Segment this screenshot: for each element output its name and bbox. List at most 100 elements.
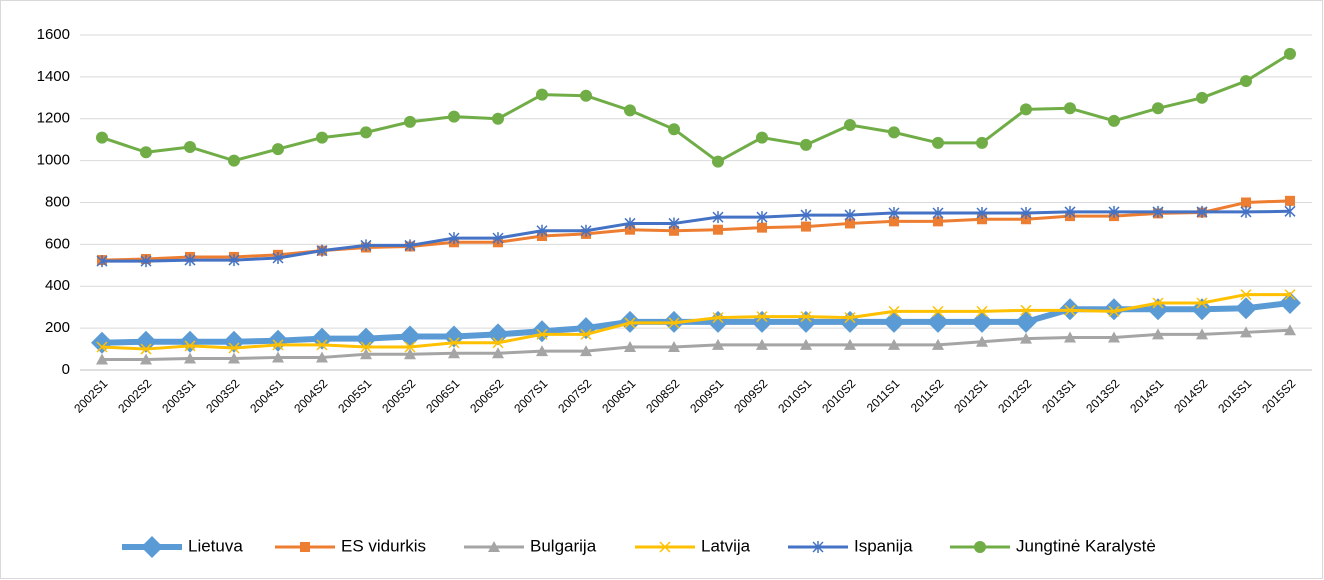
marker (488, 541, 500, 552)
marker (140, 353, 152, 365)
marker (971, 310, 993, 333)
marker (932, 305, 944, 317)
marker (536, 328, 548, 340)
legend-label: Lietuva (188, 536, 243, 555)
marker (1240, 75, 1252, 88)
marker-shape (888, 305, 900, 317)
marker-shape (933, 216, 943, 227)
marker-shape (976, 305, 988, 317)
marker (889, 216, 899, 227)
series-line (101, 52, 1291, 164)
marker (228, 342, 240, 354)
marker (492, 347, 504, 359)
marker-shape (1284, 324, 1296, 336)
marker-shape (1020, 206, 1032, 219)
marker (1108, 331, 1120, 343)
marker (1284, 289, 1296, 301)
marker-shape (448, 232, 460, 245)
marker (800, 338, 812, 350)
y-tick-label: 400 (45, 277, 70, 294)
marker-shape (932, 338, 944, 350)
marker (1196, 205, 1208, 218)
marker (580, 328, 592, 340)
marker-shape (1240, 75, 1252, 88)
marker (1108, 205, 1120, 218)
marker-shape (580, 89, 592, 102)
marker-shape (974, 541, 986, 553)
marker-shape (1152, 102, 1164, 115)
marker (300, 542, 310, 552)
marker (580, 345, 592, 357)
marker (448, 232, 460, 245)
marker-shape (977, 214, 987, 225)
marker (1020, 332, 1032, 344)
marker (888, 126, 900, 139)
marker (1020, 103, 1032, 116)
marker-shape (272, 351, 284, 363)
marker-shape (1240, 326, 1252, 338)
marker (1240, 289, 1252, 301)
marker-shape (492, 232, 504, 245)
series-line (102, 328, 1291, 362)
marker (1064, 102, 1076, 115)
marker-shape (316, 351, 328, 363)
marker-shape (487, 323, 509, 346)
marker-shape (888, 206, 900, 219)
marker-shape (1108, 114, 1120, 127)
marker (1108, 114, 1120, 127)
marker-shape (1241, 197, 1251, 208)
marker (624, 340, 636, 352)
marker-shape (448, 110, 460, 123)
marker-shape (668, 217, 680, 230)
legend-label: Ispanija (854, 536, 913, 555)
marker-shape (800, 209, 812, 222)
marker (756, 311, 768, 323)
marker (184, 352, 196, 364)
marker (712, 338, 724, 350)
marker-shape (1108, 305, 1120, 317)
marker-shape (360, 341, 372, 353)
marker-shape (801, 221, 811, 232)
y-tick-label: 1000 (37, 152, 70, 169)
marker-shape (140, 146, 152, 159)
marker-shape (492, 347, 504, 359)
marker (976, 335, 988, 347)
marker (272, 351, 284, 363)
marker-shape (844, 312, 856, 324)
marker-shape (492, 112, 504, 125)
marker-shape (713, 224, 723, 235)
marker-shape (1108, 331, 1120, 343)
marker (712, 312, 724, 324)
marker (888, 305, 900, 317)
marker (974, 541, 986, 553)
marker-shape (448, 337, 460, 349)
marker (1284, 47, 1296, 60)
marker-shape (404, 341, 416, 353)
marker (404, 341, 416, 353)
legend-item: Ispanija (788, 536, 913, 555)
marker (492, 232, 504, 245)
marker-shape (1108, 205, 1120, 218)
marker (536, 224, 548, 237)
marker-shape (184, 254, 196, 267)
marker (580, 89, 592, 102)
marker-shape (360, 126, 372, 139)
marker-shape (624, 104, 636, 117)
marker-shape (272, 251, 284, 264)
marker-shape (96, 131, 108, 144)
marker-shape (96, 353, 108, 365)
marker (927, 310, 949, 333)
legend-item: ES vidurkis (275, 536, 426, 555)
marker-shape (272, 143, 284, 156)
marker (580, 224, 592, 237)
marker (1064, 304, 1076, 316)
marker-shape (1284, 289, 1296, 301)
marker (669, 225, 679, 236)
marker (624, 104, 636, 117)
marker-shape (976, 136, 988, 149)
marker (713, 224, 723, 235)
marker (228, 352, 240, 364)
marker-shape (624, 217, 636, 230)
y-tick-label: 1200 (37, 110, 70, 127)
